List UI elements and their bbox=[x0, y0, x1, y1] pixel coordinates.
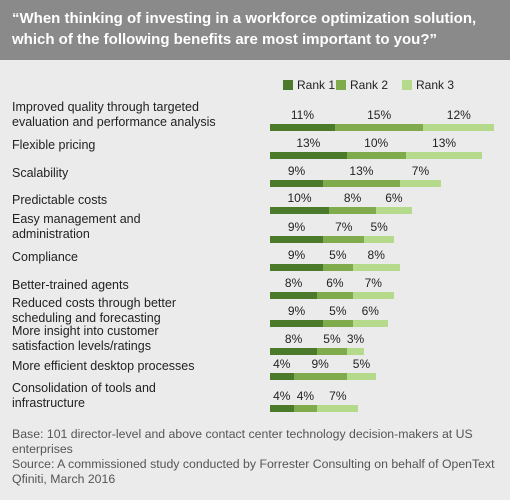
value-label: 7% bbox=[335, 220, 353, 234]
value-label: 9% bbox=[287, 248, 306, 262]
bar-segment bbox=[376, 207, 412, 214]
bar-segment bbox=[317, 292, 353, 299]
legend-swatch bbox=[336, 80, 346, 90]
bar-segment bbox=[346, 348, 365, 355]
category-label: Improved quality through targeted evalua… bbox=[12, 100, 216, 129]
bar-segment bbox=[317, 348, 347, 355]
value-label: 8% bbox=[284, 332, 303, 346]
bar-segment bbox=[293, 405, 318, 412]
bar-segment bbox=[346, 373, 377, 380]
value-label: 5% bbox=[370, 220, 388, 234]
bar-segment bbox=[270, 124, 335, 131]
value-label: 10% bbox=[287, 191, 312, 205]
value-label: 4% bbox=[273, 357, 291, 371]
bar-segment bbox=[352, 320, 388, 327]
bar-segment bbox=[270, 320, 324, 327]
legend-label: Rank 3 bbox=[416, 78, 455, 92]
bar-segment bbox=[346, 152, 406, 159]
bar-segment bbox=[270, 236, 324, 243]
value-label: 6% bbox=[385, 191, 403, 205]
value-label: 7% bbox=[329, 389, 347, 403]
category-label: Consolidation of tools and infrastructur… bbox=[12, 381, 156, 410]
value-label: 13% bbox=[432, 136, 457, 150]
value-label: 9% bbox=[311, 357, 329, 371]
bar-segment bbox=[352, 292, 394, 299]
note: Base: 101 director-level and above conta… bbox=[12, 427, 473, 456]
chart-title: “When thinking of investing in a workfor… bbox=[12, 10, 477, 48]
value-label: 11% bbox=[290, 108, 315, 122]
header-band bbox=[0, 0, 510, 60]
bar-segment bbox=[352, 264, 400, 271]
value-label: 13% bbox=[296, 136, 321, 150]
value-label: 5% bbox=[323, 332, 341, 346]
value-label: 7% bbox=[411, 164, 430, 178]
bar-segment bbox=[270, 152, 347, 159]
bar-segment bbox=[317, 405, 359, 412]
category-label: Compliance bbox=[12, 250, 79, 264]
bar-segment bbox=[323, 180, 400, 187]
category-label: Better-trained agents bbox=[12, 278, 129, 292]
category-label: Reduced costs through better scheduling … bbox=[12, 296, 176, 325]
value-label: 15% bbox=[367, 108, 392, 122]
bar-segment bbox=[329, 207, 377, 214]
legend-label: Rank 2 bbox=[350, 78, 389, 92]
bar-segment bbox=[405, 152, 483, 159]
category-label: Predictable costs bbox=[12, 193, 108, 207]
value-label: 8% bbox=[284, 276, 303, 290]
legend-label: Rank 1 bbox=[297, 78, 336, 92]
bar-segment bbox=[423, 124, 495, 131]
legend-swatch bbox=[402, 80, 412, 90]
value-label: 6% bbox=[326, 276, 344, 290]
legend-swatch bbox=[283, 80, 293, 90]
value-label: 10% bbox=[364, 136, 389, 150]
bar-segment bbox=[270, 180, 324, 187]
bar-segment bbox=[270, 264, 324, 271]
category-label: Easy management and administration bbox=[12, 212, 141, 241]
bar-segment bbox=[399, 180, 442, 187]
value-label: 9% bbox=[287, 220, 306, 234]
value-label: 5% bbox=[329, 304, 347, 318]
bar-segment bbox=[270, 292, 318, 299]
value-label: 8% bbox=[367, 248, 385, 262]
bar-segment bbox=[364, 236, 394, 243]
bar-segment bbox=[323, 320, 353, 327]
bar-segment bbox=[323, 264, 353, 271]
note: Source: A commissioned study conducted b… bbox=[12, 457, 495, 486]
category-label: More efficient desktop processes bbox=[12, 359, 195, 373]
bar-segment bbox=[323, 236, 365, 243]
value-label: 4% bbox=[273, 389, 291, 403]
value-label: 8% bbox=[343, 191, 362, 205]
value-label: 5% bbox=[329, 248, 347, 262]
value-label: 6% bbox=[361, 304, 379, 318]
value-label: 9% bbox=[287, 304, 306, 318]
bar-segment bbox=[270, 207, 329, 214]
value-label: 9% bbox=[287, 164, 306, 178]
bar-segment bbox=[270, 405, 294, 412]
bar-segment bbox=[270, 348, 318, 355]
category-label: Scalability bbox=[12, 166, 69, 180]
value-label: 13% bbox=[349, 164, 374, 178]
bar-segment bbox=[334, 124, 424, 131]
value-label: 12% bbox=[446, 108, 471, 122]
value-label: 3% bbox=[346, 332, 365, 346]
value-label: 5% bbox=[352, 357, 371, 371]
bar-segment bbox=[293, 373, 347, 380]
category-label: Flexible pricing bbox=[12, 138, 96, 152]
bar-segment bbox=[270, 373, 294, 380]
value-label: 7% bbox=[364, 276, 382, 290]
category-label: More insight into customer satisfaction … bbox=[12, 324, 159, 353]
value-label: 4% bbox=[296, 389, 315, 403]
